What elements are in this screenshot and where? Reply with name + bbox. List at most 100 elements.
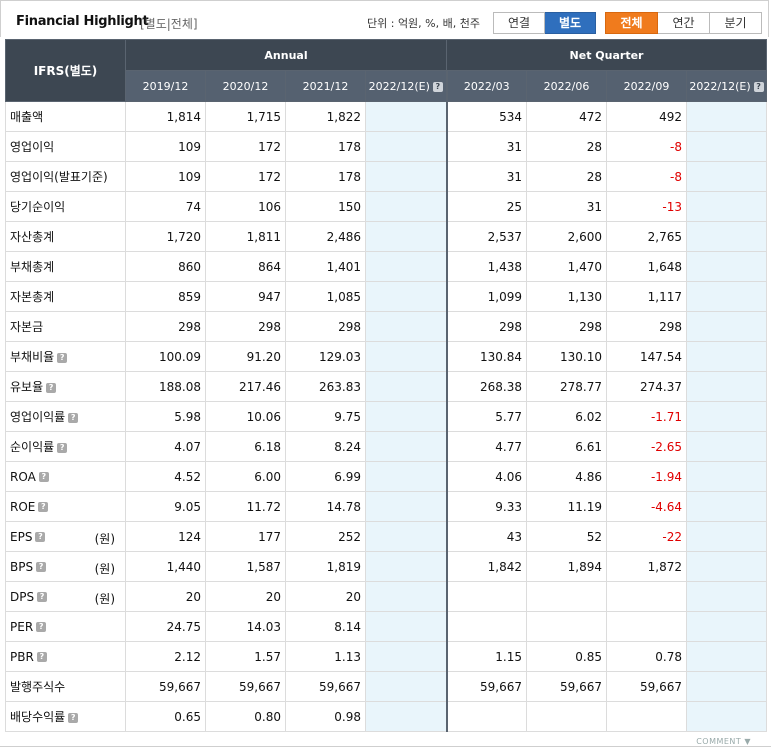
value-cell: 298 bbox=[125, 311, 206, 342]
value-cell: 2,486 bbox=[285, 221, 366, 252]
row-label: 자본총계 bbox=[10, 290, 55, 304]
value-cell: -8 bbox=[606, 131, 688, 162]
help-icon[interactable]: ? bbox=[57, 442, 68, 453]
highlight-header: Financial Highlight [별도|전체] 단위 : 억원, %, … bbox=[0, 0, 769, 37]
row-label-cell: ROA? bbox=[5, 461, 126, 492]
row-unit: (원) bbox=[94, 562, 115, 576]
row-label-cell: 발행주식수 bbox=[5, 671, 126, 702]
value-cell: 1,130 bbox=[526, 281, 608, 312]
table-row: 유보율? 188.08 217.46 263.83 268.38 278.77 274.37 bbox=[5, 371, 768, 402]
table-row: 배당수익률? 0.65 0.80 0.98 bbox=[5, 701, 768, 732]
help-icon[interactable]: ? bbox=[68, 412, 79, 423]
financial-highlight-table: IFRS(별도) Annual Net Quarter 2019/12 2020/… bbox=[5, 39, 768, 732]
value-cell: 20 bbox=[285, 581, 366, 612]
table-row: EPS? (원) 124 177 252 43 52 -22 bbox=[5, 521, 768, 552]
all-period-button[interactable]: 전체 bbox=[605, 12, 658, 34]
value-cell: 4.06 bbox=[445, 461, 528, 492]
row-label: BPS bbox=[10, 559, 34, 574]
value-cell bbox=[445, 611, 528, 642]
value-cell: 59,667 bbox=[285, 671, 366, 702]
value-cell bbox=[686, 191, 768, 222]
value-cell: 150 bbox=[285, 191, 366, 222]
help-icon[interactable]: ? bbox=[36, 562, 47, 572]
value-cell: 298 bbox=[205, 311, 286, 342]
row-label: 발행주식수 bbox=[10, 680, 66, 694]
value-cell: 274.37 bbox=[606, 371, 688, 402]
column-header: 2022/03 bbox=[445, 70, 528, 102]
value-cell: 24.75 bbox=[125, 611, 206, 642]
consolidated-button[interactable]: 연결 bbox=[493, 12, 545, 34]
help-icon[interactable]: ? bbox=[46, 382, 57, 393]
row-label: 자본금 bbox=[10, 320, 44, 334]
column-header: 2022/06 bbox=[526, 70, 608, 102]
value-cell: 1,099 bbox=[445, 281, 528, 312]
comment-toggle[interactable]: COMMENT ▼ bbox=[696, 737, 751, 746]
value-cell: 28 bbox=[526, 161, 608, 192]
row-label: PER bbox=[10, 619, 34, 634]
value-cell bbox=[364, 641, 448, 672]
value-cell: 0.85 bbox=[526, 641, 608, 672]
period-toggle: 전체 연간 분기 bbox=[605, 12, 762, 34]
value-cell: 25 bbox=[445, 191, 528, 222]
help-icon[interactable]: ? bbox=[35, 532, 46, 542]
value-cell: 1,438 bbox=[445, 251, 528, 282]
help-icon[interactable]: ? bbox=[38, 502, 49, 512]
value-cell: 6.00 bbox=[205, 461, 286, 492]
help-icon[interactable]: ? bbox=[432, 81, 443, 92]
value-cell: 2,765 bbox=[606, 221, 688, 252]
value-cell: 59,667 bbox=[606, 671, 688, 702]
value-cell: 178 bbox=[285, 161, 366, 192]
column-header-label: 2019/12 bbox=[142, 79, 189, 93]
column-header-label: 2020/12 bbox=[222, 79, 269, 93]
help-icon[interactable]: ? bbox=[753, 81, 764, 92]
column-header-label: 2021/12 bbox=[302, 79, 349, 93]
value-cell: 100.09 bbox=[125, 341, 206, 372]
help-icon[interactable]: ? bbox=[57, 352, 68, 363]
value-cell bbox=[686, 401, 768, 432]
value-cell: 109 bbox=[125, 161, 206, 192]
value-cell: 278.77 bbox=[526, 371, 608, 402]
annual-button[interactable]: 연간 bbox=[658, 12, 710, 34]
row-label-cell: BPS? (원) bbox=[5, 551, 126, 582]
help-icon[interactable]: ? bbox=[36, 652, 47, 662]
value-cell: 1.15 bbox=[445, 641, 528, 672]
value-cell bbox=[686, 491, 768, 522]
row-label-cell: 자본총계 bbox=[5, 281, 126, 312]
value-cell: 492 bbox=[606, 101, 688, 132]
value-cell bbox=[364, 521, 448, 552]
value-cell: 252 bbox=[285, 521, 366, 552]
column-header: 2022/09 bbox=[606, 70, 688, 102]
row-label-cell: PER? bbox=[5, 611, 126, 642]
value-cell bbox=[686, 701, 768, 732]
value-cell bbox=[686, 101, 768, 132]
table-row: 부채비율? 100.09 91.20 129.03 130.84 130.10 147.54 bbox=[5, 341, 768, 372]
help-icon[interactable]: ? bbox=[68, 712, 79, 723]
help-icon[interactable]: ? bbox=[36, 622, 47, 632]
value-cell bbox=[364, 281, 448, 312]
value-cell: 1,715 bbox=[205, 101, 286, 132]
row-label: 영업이익 bbox=[10, 140, 55, 154]
table-row: 영업이익 109 172 178 31 28 -8 bbox=[5, 131, 768, 162]
value-cell: 0.78 bbox=[606, 641, 688, 672]
row-label: 자산총계 bbox=[10, 230, 55, 244]
table-row: DPS? (원) 20 20 20 bbox=[5, 581, 768, 612]
row-label-cell: ROE? bbox=[5, 491, 126, 522]
value-cell bbox=[686, 131, 768, 162]
quarter-button[interactable]: 분기 bbox=[710, 12, 762, 34]
value-cell: 1,470 bbox=[526, 251, 608, 282]
value-cell: 11.72 bbox=[205, 491, 286, 522]
value-cell bbox=[686, 551, 768, 582]
separate-button[interactable]: 별도 bbox=[545, 12, 596, 34]
value-cell: 59,667 bbox=[205, 671, 286, 702]
help-icon[interactable]: ? bbox=[38, 472, 49, 482]
value-cell: 0.98 bbox=[285, 701, 366, 732]
value-cell bbox=[686, 281, 768, 312]
value-cell: 1,822 bbox=[285, 101, 366, 132]
value-cell: 130.10 bbox=[526, 341, 608, 372]
row-label-cell: EPS? (원) bbox=[5, 521, 126, 552]
help-icon[interactable]: ? bbox=[37, 592, 48, 602]
row-label: 순이익률 bbox=[10, 440, 55, 454]
value-cell: 1.57 bbox=[205, 641, 286, 672]
value-cell bbox=[686, 431, 768, 462]
value-cell bbox=[686, 161, 768, 192]
